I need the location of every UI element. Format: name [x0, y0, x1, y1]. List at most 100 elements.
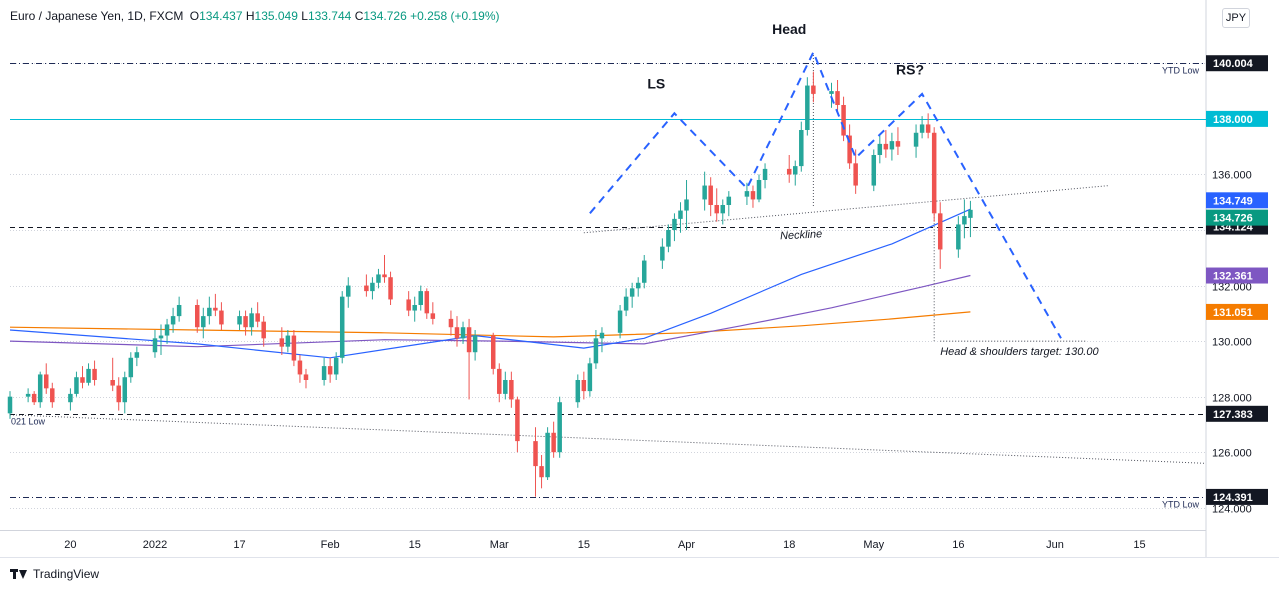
candle [37, 371, 43, 408]
level-note: YTD Low [1162, 500, 1200, 510]
candle [92, 360, 97, 386]
candle [684, 180, 689, 230]
candle [593, 330, 599, 369]
candle-body [243, 316, 248, 328]
candle [122, 371, 128, 414]
candle [50, 382, 55, 408]
candle-body [418, 291, 423, 305]
candle-body [623, 296, 629, 311]
candle [43, 363, 49, 394]
candle-body [714, 205, 719, 214]
chart-header: Euro / Japanese Yen, 1D, FXCM O134.437 H… [10, 9, 500, 23]
x-tick-label: 15 [578, 539, 590, 551]
candle [333, 352, 339, 380]
price-label-text: 132.361 [1213, 271, 1253, 283]
x-tick-label: Feb [321, 539, 340, 551]
change-value: +0.258 (+0.19%) [410, 9, 500, 23]
candle [762, 163, 768, 189]
candle [533, 427, 538, 497]
candle [219, 302, 224, 330]
open-value: 134.437 [199, 9, 243, 23]
candle [412, 296, 417, 322]
currency-button[interactable]: JPY [1222, 8, 1250, 28]
candle-body [43, 374, 49, 389]
candle-body [557, 402, 562, 453]
candle [726, 191, 732, 217]
candle-body [448, 318, 454, 328]
candle-body [497, 368, 502, 394]
candle-body [599, 332, 605, 339]
candle-body [7, 396, 13, 414]
candle-body [919, 124, 925, 133]
candle-body [454, 327, 460, 339]
price-label-text: 131.051 [1213, 307, 1253, 319]
candle [829, 82, 834, 108]
candle [786, 155, 792, 183]
candle [853, 149, 858, 194]
candle [261, 316, 266, 347]
axis-label-127.383-bg [1206, 405, 1268, 422]
axis-label-124.391: 124.391 [1206, 488, 1268, 505]
candle-body [430, 313, 436, 319]
candle [925, 113, 931, 139]
candle-body [86, 368, 91, 383]
candle-body [678, 210, 683, 219]
candle-body [303, 374, 309, 380]
candle [31, 391, 37, 405]
y-tick-label: 130.000 [1212, 337, 1252, 349]
candle [919, 116, 925, 139]
axis-label-134.726: 134.726 [1206, 209, 1268, 226]
annotation: Head [772, 21, 806, 37]
price-label-bg [1206, 267, 1268, 284]
candle [805, 77, 810, 136]
neckline-label: Neckline [780, 228, 823, 242]
candle-body [744, 191, 750, 197]
high-label: H [245, 9, 255, 23]
candle-body [219, 310, 224, 325]
candle [158, 324, 164, 355]
candle-body [412, 305, 417, 311]
candle [327, 357, 333, 383]
axis-label-134.749: 134.749 [1206, 192, 1268, 209]
candle [382, 255, 387, 283]
candle [291, 330, 297, 367]
candle-body [370, 282, 375, 292]
candle-body [895, 141, 901, 147]
candle-body [249, 313, 254, 328]
candle-body [37, 374, 43, 403]
candle-body [629, 288, 635, 297]
candle [490, 332, 496, 375]
candle-body [660, 246, 665, 261]
candle [883, 130, 889, 158]
candle [835, 80, 840, 114]
annotation: RS? [896, 61, 924, 77]
candle-body [889, 141, 895, 150]
candle [793, 160, 798, 186]
x-tick-label: 17 [233, 539, 245, 551]
tradingview-logo[interactable]: TradingView [10, 567, 99, 581]
candle-body [279, 338, 285, 347]
candle [871, 149, 877, 192]
axis-label-131.051: 131.051 [1206, 303, 1268, 320]
candle [460, 321, 466, 344]
candle [617, 305, 623, 339]
candle-body [937, 213, 943, 250]
candle-body [793, 166, 798, 175]
candle-body [968, 209, 973, 218]
candle [376, 268, 381, 289]
candle-body [593, 338, 599, 364]
symbol-name: Euro / Japanese Yen, 1D, FXCM [10, 9, 184, 23]
axis-label-132.361: 132.361 [1206, 267, 1268, 284]
candle-body [720, 205, 726, 214]
x-tick-label: 15 [409, 539, 421, 551]
axis-label-127.383-text: 127.383 [1213, 409, 1253, 421]
candle [551, 421, 556, 458]
candle [303, 368, 309, 389]
x-tick-label: Jun [1046, 539, 1064, 551]
candle-body [346, 285, 351, 297]
candle-body [962, 216, 967, 225]
candle-body [956, 224, 961, 250]
